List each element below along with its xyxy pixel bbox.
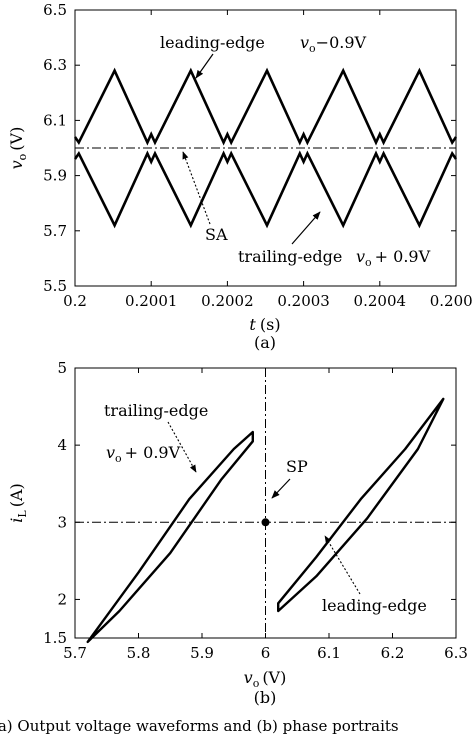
annotation-sp: SP [286,457,308,476]
x-tick-label: 6 [261,644,271,662]
y-tick-label: 5.9 [43,167,67,185]
arrow-leading-edge-a [195,53,214,79]
y-tick-label: 4 [57,436,67,454]
arrow-trailing-edge-a [291,211,321,245]
x-tick-label: 0.2003 [277,292,330,310]
panel-a-frame [74,9,457,287]
x-tick-label: 0.2004 [354,292,407,310]
series-trailing-edge-a [73,150,458,229]
annotation-trailing-edge-b: trailing-edge [104,401,208,420]
panel-a-ylabel: vo(V) [7,127,29,170]
series-leading-edge-a [73,67,458,146]
x-tick-label: 5.7 [63,644,87,662]
y-tick-label: 5 [57,359,67,377]
loop-leading-edge-b [277,397,445,613]
panel-b-xlabel: vo (V) [244,668,287,690]
x-tick-label: 5.9 [190,644,214,662]
x-tick-label: 6.2 [381,644,405,662]
x-tick-label: 0.2 [63,292,87,310]
annotation-leading-edge-a: leading-edge [160,33,265,52]
annotation-sa: SA [205,225,228,244]
x-tick-label: 0.2001 [125,292,178,310]
arrow-sa [182,151,211,225]
annotation-vo-minus: vo−0.9V [300,33,367,55]
y-tick-label: 2 [57,590,67,608]
loop-trailing-edge-b [86,430,255,644]
y-tick-label: 5.5 [43,277,67,295]
y-tick-label: 1.5 [43,629,67,647]
y-tick-label: 3 [57,513,67,531]
panel-b: 5.7 5.8 5.9 6 6.1 6.2 6.3 1.5 2 3 4 5 iL(A) vo (V) (… [7,359,468,707]
x-tick-label: 0.2002 [201,292,254,310]
panel-a-xlabel: t (s) [249,315,280,334]
sp-point-marker [261,518,270,527]
figure-caption-fragment: (a) Output voltage waveforms and (b) pha… [0,717,399,735]
panel-b-caption: (b) [254,688,277,707]
panel-a-caption: (a) [254,333,276,352]
y-tick-label: 6.3 [43,56,67,74]
y-tick-label: 6.1 [43,111,67,129]
x-tick-label: 6.3 [444,644,468,662]
y-tick-label: 5.7 [43,222,67,240]
arrow-leading-edge-b [324,535,361,595]
annotation-leading-edge-b: leading-edge [322,596,427,615]
arrow-sp [271,478,291,499]
panel-b-ylabel: iL(A) [7,483,29,522]
x-tick-label: 5.8 [127,644,151,662]
annotation-vo-plus: vo + 0.9V [356,247,431,269]
arrow-trailing-edge-b [167,421,197,473]
annotation-vo-plus-b: vo + 0.9V [106,443,181,465]
annotation-trailing-edge-a: trailing-edge [238,247,342,266]
y-tick-label: 6.5 [43,1,67,19]
x-tick-label: 6.1 [317,644,341,662]
